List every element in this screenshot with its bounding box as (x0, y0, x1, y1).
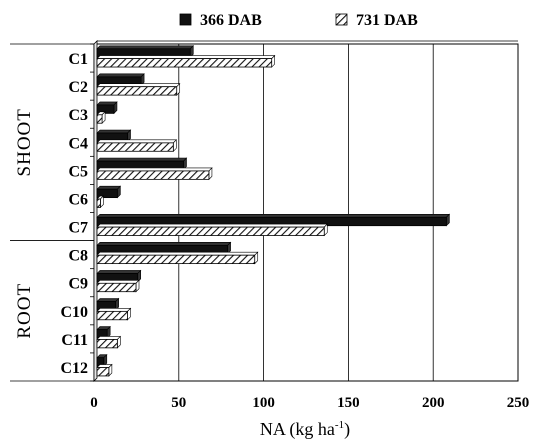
bar-c7-series2 (97, 227, 324, 235)
bar-depth-top (97, 102, 117, 105)
bar-c12-series2 (97, 368, 109, 376)
bar-depth-top (97, 158, 186, 161)
bar-depth-top (97, 56, 275, 59)
bar-depth-top (97, 224, 327, 227)
bar-depth-top (97, 252, 258, 255)
category-label: C9 (68, 276, 88, 293)
bar-depth-top (97, 140, 176, 143)
bar-depth-top (97, 168, 212, 171)
x-tick-label: 200 (422, 395, 445, 411)
x-tick-label: 50 (171, 395, 186, 411)
bar-c8-series2 (97, 255, 255, 263)
category-label: C12 (60, 360, 88, 377)
category-label: C3 (68, 107, 88, 124)
bar-depth-top (97, 74, 144, 77)
bar-depth-top (97, 242, 231, 245)
x-axis-title: NA (kg ha-1) (260, 419, 350, 440)
bar-depth-top (97, 270, 141, 273)
category-label: C2 (68, 79, 88, 96)
bar-c3-series2 (97, 115, 102, 123)
category-label: C11 (61, 332, 88, 349)
x-tick-label: 0 (90, 395, 98, 411)
bar-depth-top (97, 84, 180, 87)
legend-swatch (180, 14, 191, 25)
legend-label: 366 DAB (200, 12, 262, 29)
category-label: C6 (68, 191, 88, 208)
bar-depth-top (97, 299, 119, 302)
bar-depth-top (97, 214, 449, 217)
bar-c9-series2 (97, 283, 136, 291)
bar-c11-series2 (97, 339, 117, 347)
category-label: C4 (68, 135, 88, 152)
category-label: C1 (68, 51, 88, 68)
bar-depth-top (97, 46, 193, 49)
plot-area: C1 C2 C3 C4 C5 C6 C7 C8 C9 C10 C11 C12 SHOOT ROOT 0 50 1… (10, 41, 529, 440)
x-tick-label: 150 (337, 395, 360, 411)
bar-c4-series2 (97, 143, 173, 151)
bar-depth-top (97, 336, 120, 339)
legend: 366 DAB 731 DAB (180, 12, 418, 29)
axis-wall (94, 41, 97, 381)
x-tick-label: 250 (507, 395, 530, 411)
bar-c2-series2 (97, 87, 177, 95)
bar-c5-series2 (97, 171, 209, 179)
legend-swatch (336, 14, 347, 25)
category-label: C5 (68, 163, 88, 180)
bar-c6-series2 (97, 199, 100, 207)
x-tick-label: 100 (252, 395, 275, 411)
category-label: C10 (60, 304, 88, 321)
bar-c1-series2 (97, 59, 272, 67)
bar-depth-top (97, 130, 131, 133)
group-label-root: ROOT (14, 283, 35, 339)
bar-depth-top (97, 280, 139, 283)
category-label: C7 (68, 220, 88, 237)
bar-depth-top (97, 186, 120, 189)
legend-label: 731 DAB (356, 12, 418, 29)
group-label-shoot: SHOOT (14, 108, 35, 176)
bar-depth-top (97, 308, 131, 311)
category-label: C8 (68, 248, 88, 265)
bar-c10-series2 (97, 311, 128, 319)
